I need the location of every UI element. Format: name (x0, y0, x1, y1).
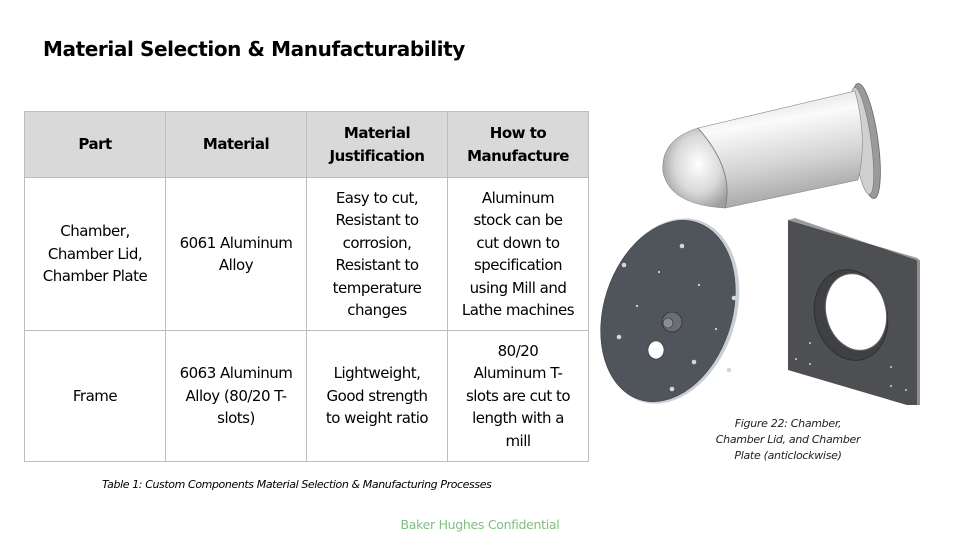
cell-line: slots) (217, 409, 255, 428)
cell-line: length with a (472, 409, 564, 428)
chamber-lid-image (600, 218, 740, 404)
cell-line: Lathe machines (461, 301, 575, 319)
figure-caption-line: Chamber Lid, and Chamber (715, 433, 861, 446)
header-justification: Material Justification (306, 111, 448, 178)
cell-material: 6061 Aluminum Alloy (165, 177, 307, 331)
header-manufacture: How to Manufacture (447, 111, 589, 178)
cell-line: 6061 Aluminum (179, 233, 293, 252)
footer-text: Baker Hughes Confidential (400, 517, 560, 532)
cell-line: Easy to cut, (335, 188, 419, 207)
cell-line: Lightweight, (333, 364, 421, 383)
material-table: Part Material Material Justification How … (24, 111, 589, 462)
cell-line: changes (347, 301, 407, 319)
chamber-image (662, 83, 881, 209)
chamber-plate-image (788, 218, 920, 405)
cell-justification: Lightweight, Good strength to weight rat… (306, 330, 448, 462)
cell-line: to weight ratio (325, 409, 429, 428)
table-header-row: Part Material Material Justification How … (24, 111, 589, 178)
cell-material: 6063 Aluminum Alloy (80/20 T- slots) (165, 330, 307, 462)
table-row: Frame 6063 Aluminum Alloy (80/20 T- slot… (24, 330, 589, 462)
table-caption: Table 1: Custom Components Material Sele… (102, 478, 492, 491)
header-part-text: Part (78, 135, 112, 154)
cell-line: 80/20 (497, 341, 539, 360)
header-manufacture-line: Manufacture (467, 146, 569, 165)
header-justification-line: Material (343, 124, 411, 142)
header-material: Material (165, 111, 307, 178)
confidentiality-footer: Baker Hughes Confidential (0, 517, 960, 532)
header-manufacture-line: How to (489, 124, 547, 142)
figure-cad-renders (600, 83, 920, 405)
cell-line: temperature (332, 278, 422, 297)
cell-line: Alloy (218, 256, 254, 274)
slide-title: Material Selection & Manufacturability (43, 37, 465, 61)
cell-line: 6063 Aluminum (179, 364, 293, 383)
cell-line: slots are cut to (465, 386, 571, 405)
cell-justification: Easy to cut, Resistant to corrosion, Res… (306, 177, 448, 331)
cell-line: Chamber Lid, (47, 244, 143, 263)
cell-line: using Mill and (469, 278, 567, 297)
cell-line: cut down to (476, 233, 560, 252)
header-justification-line: Justification (329, 146, 425, 165)
figure-caption-line: Figure 22: Chamber, (734, 417, 842, 430)
cell-line: corrosion, (342, 233, 412, 252)
cell-line: Alloy (80/20 T- (185, 386, 287, 405)
cell-line: specification (473, 256, 563, 274)
figure-caption: Figure 22: Chamber, Chamber Lid, and Cha… (706, 416, 870, 464)
cell-line: Chamber, (60, 222, 130, 241)
table-row: Chamber, Chamber Lid, Chamber Plate 6061… (24, 177, 589, 331)
figure-caption-line: Plate (anticlockwise) (734, 449, 842, 462)
cell-line: stock can be (473, 211, 563, 229)
header-material-text: Material (202, 135, 270, 154)
cell-line: Frame (72, 386, 118, 405)
cell-manufacture: 80/20 Aluminum T- slots are cut to lengt… (447, 330, 589, 462)
cell-line: Resistant to (335, 211, 419, 229)
header-part: Part (24, 111, 166, 178)
cell-manufacture: Aluminum stock can be cut down to specif… (447, 177, 589, 331)
cell-part: Frame (24, 330, 166, 462)
cell-line: Good strength (326, 386, 428, 405)
cell-line: Resistant to (335, 256, 419, 274)
cell-part: Chamber, Chamber Lid, Chamber Plate (24, 177, 166, 331)
cell-line: Chamber Plate (42, 267, 148, 286)
cell-line: Aluminum T- (473, 364, 563, 383)
cell-line: mill (505, 431, 531, 450)
cell-line: Aluminum (481, 188, 555, 207)
